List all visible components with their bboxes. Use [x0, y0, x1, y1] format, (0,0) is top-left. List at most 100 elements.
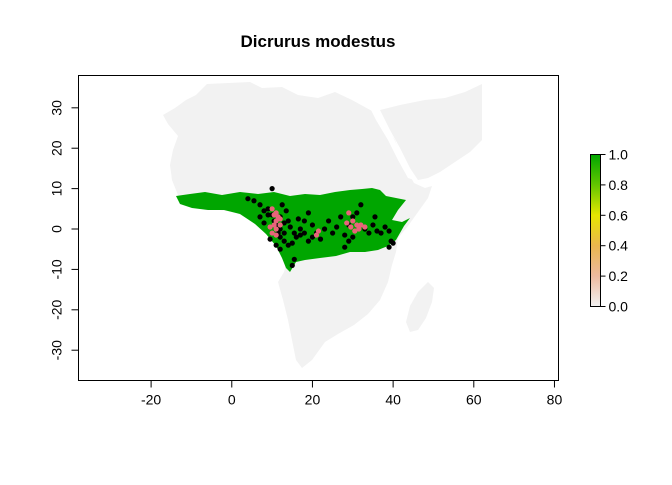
occurrence-point [287, 224, 293, 230]
occurrence-point-highlight [269, 230, 275, 236]
occurrence-point [277, 226, 283, 232]
occurrence-point [338, 214, 344, 220]
legend-tick-label: 1.0 [609, 147, 629, 163]
occurrence-point [350, 214, 356, 220]
land-madagascar [406, 282, 434, 332]
occurrence-point [277, 234, 283, 240]
occurrence-point [293, 234, 299, 240]
land-arabia [380, 84, 482, 180]
occurrence-point-highlight [269, 206, 275, 212]
occurrence-point-highlight [273, 210, 279, 216]
occurrence-point [257, 202, 263, 208]
occurrence-point [342, 244, 348, 250]
occurrence-point [305, 238, 312, 244]
occurrence-point [289, 240, 295, 246]
occurrence-point-highlight [277, 216, 283, 222]
y-tick-label: 20 [49, 140, 65, 156]
occurrence-point [257, 214, 263, 220]
occurrence-point [281, 230, 287, 236]
y-tick-label: -20 [49, 299, 65, 319]
occurrence-point-highlight [354, 222, 360, 228]
legend-tick-label: 0.8 [609, 177, 629, 193]
occurrence-point [291, 256, 297, 262]
occurrence-point [295, 216, 301, 222]
occurrence-point [354, 210, 360, 216]
x-tick-label: -20 [141, 392, 161, 408]
occurrence-point [309, 234, 316, 240]
legend-tick-label: 0.0 [609, 299, 629, 315]
occurrence-point [321, 226, 328, 232]
occurrence-point [346, 238, 352, 244]
occurrence-point-highlight [273, 226, 279, 232]
occurrence-point-highlight [356, 226, 362, 232]
occurrence-point-highlight [344, 220, 350, 226]
occurrence-point-highlight [350, 218, 356, 224]
legend-tick-label: 0.2 [609, 268, 629, 284]
occurrence-point [372, 214, 378, 220]
occurrence-point-highlight [362, 224, 368, 230]
x-tick-label: 60 [466, 392, 482, 408]
occurrence-point [283, 208, 289, 214]
map-area [163, 82, 482, 368]
occurrence-point [281, 238, 287, 244]
occurrence-point-highlight [348, 224, 354, 230]
occurrence-point [374, 228, 380, 234]
occurrence-point [390, 240, 396, 246]
occurrence-point [261, 208, 267, 214]
legend-colorbar: 0.0 0.2 0.4 0.6 0.8 1.0 [590, 147, 629, 315]
chart-title: Dicrurus modestus [241, 32, 396, 51]
occurrence-point [291, 230, 297, 236]
y-tick-label: -30 [49, 340, 65, 360]
occurrence-point [289, 262, 295, 268]
occurrence-point [265, 212, 271, 218]
occurrence-point [245, 196, 251, 202]
y-tick-label: 30 [49, 100, 65, 116]
occurrence-point-highlight [267, 224, 273, 230]
occurrence-point-highlight [358, 222, 364, 228]
occurrence-point [273, 242, 279, 248]
occurrence-point-highlight [315, 228, 322, 234]
occurrence-point [366, 230, 372, 236]
occurrence-point [285, 242, 291, 248]
range-area [176, 188, 410, 272]
x-tick-label: 0 [228, 392, 236, 408]
occurrence-point [261, 220, 267, 226]
occurrence-point [301, 230, 307, 236]
y-tick-label: 0 [49, 225, 65, 233]
occurrence-point [386, 228, 392, 234]
occurrence-point [382, 224, 388, 230]
red-sea [370, 108, 414, 180]
occurrence-point [386, 244, 392, 250]
occurrence-point [269, 186, 275, 192]
occurrence-point [251, 198, 257, 204]
occurrence-point [285, 218, 291, 224]
occurrence-point [317, 236, 324, 242]
occurrence-point [281, 220, 287, 226]
y-tick-label: 10 [49, 181, 65, 197]
occurrence-point [334, 224, 340, 230]
occurrence-point [265, 206, 271, 212]
occurrence-point [342, 232, 348, 238]
legend-ticks: 0.0 0.2 0.4 0.6 0.8 1.0 [600, 147, 629, 315]
x-tick-label: 20 [305, 392, 321, 408]
occurrence-point [301, 218, 307, 224]
legend-tick-label: 0.4 [609, 238, 629, 254]
x-tick-label: 80 [547, 392, 563, 408]
y-axis: -30 -20 -10 0 10 20 30 [49, 100, 79, 360]
occurrence-point-highlight [277, 222, 283, 228]
occurrence-point-highlight [313, 232, 320, 238]
occurrence-point [279, 202, 285, 208]
occurrence-point [267, 236, 273, 242]
occurrence-point [297, 232, 303, 238]
occurrence-point [305, 210, 312, 216]
occurrence-point [330, 230, 336, 236]
occurrence-point-highlight [273, 232, 279, 238]
occurrence-point-highlight [271, 222, 277, 228]
occurrence-point [358, 202, 364, 208]
occurrence-point [309, 222, 316, 228]
x-tick-label: 40 [385, 392, 401, 408]
legend-tick-label: 0.6 [609, 207, 629, 223]
occurrence-point [378, 230, 384, 236]
